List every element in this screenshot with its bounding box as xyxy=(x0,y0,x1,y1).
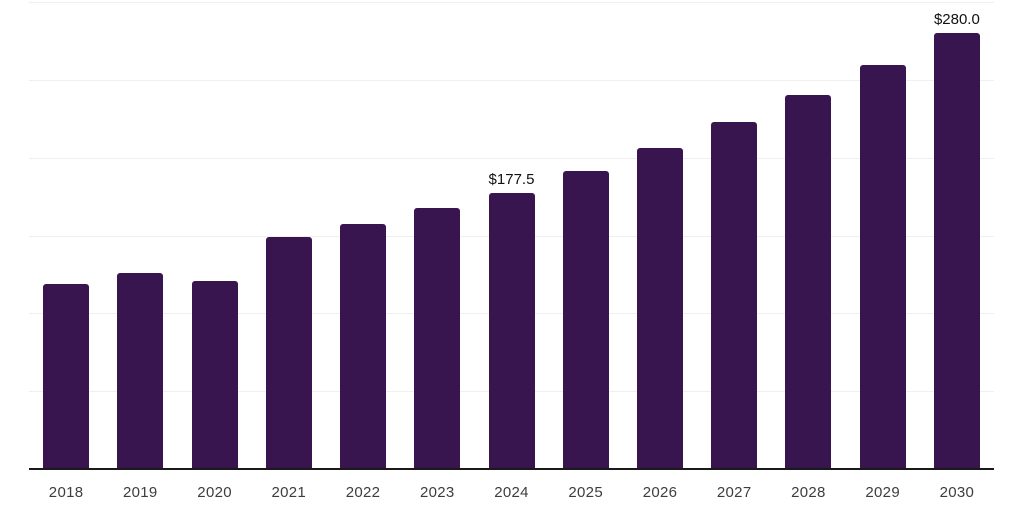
bar-2019 xyxy=(117,273,164,469)
data-label-2030: $280.0 xyxy=(933,11,980,29)
x-tick-2022: 2022 xyxy=(345,484,381,501)
x-tick-2024: 2024 xyxy=(494,484,529,501)
bar-2029 xyxy=(859,65,906,469)
gridline-300 xyxy=(29,2,994,4)
bar-2025 xyxy=(562,171,609,469)
x-tick-2026: 2026 xyxy=(642,484,678,501)
gridline-200 xyxy=(29,157,994,159)
x-tick-2025: 2025 xyxy=(568,484,603,501)
x-tick-2020: 2020 xyxy=(197,484,232,501)
bar-2022 xyxy=(340,224,386,469)
bar-2021 xyxy=(265,236,312,469)
bar-2020 xyxy=(191,280,238,469)
x-tick-2021: 2021 xyxy=(271,484,307,501)
x-tick-2023: 2023 xyxy=(420,484,455,501)
gridline-250 xyxy=(29,80,994,82)
x-tick-2030: 2030 xyxy=(939,484,975,501)
bar-2018 xyxy=(43,283,90,469)
bar-2027 xyxy=(711,122,758,469)
x-tick-2029: 2029 xyxy=(865,484,900,501)
bar-2024 xyxy=(488,192,535,469)
bar-2026 xyxy=(637,147,683,469)
x-tick-2018: 2018 xyxy=(48,484,84,501)
bar-2023 xyxy=(414,208,461,469)
x-tick-2027: 2027 xyxy=(716,484,752,501)
bar-2028 xyxy=(785,94,832,469)
data-label-2024: $177.5 xyxy=(488,170,535,188)
x-tick-2019: 2019 xyxy=(123,484,158,501)
x-axis-line xyxy=(29,468,994,470)
bar-2030 xyxy=(933,33,980,469)
x-tick-2028: 2028 xyxy=(791,484,826,501)
